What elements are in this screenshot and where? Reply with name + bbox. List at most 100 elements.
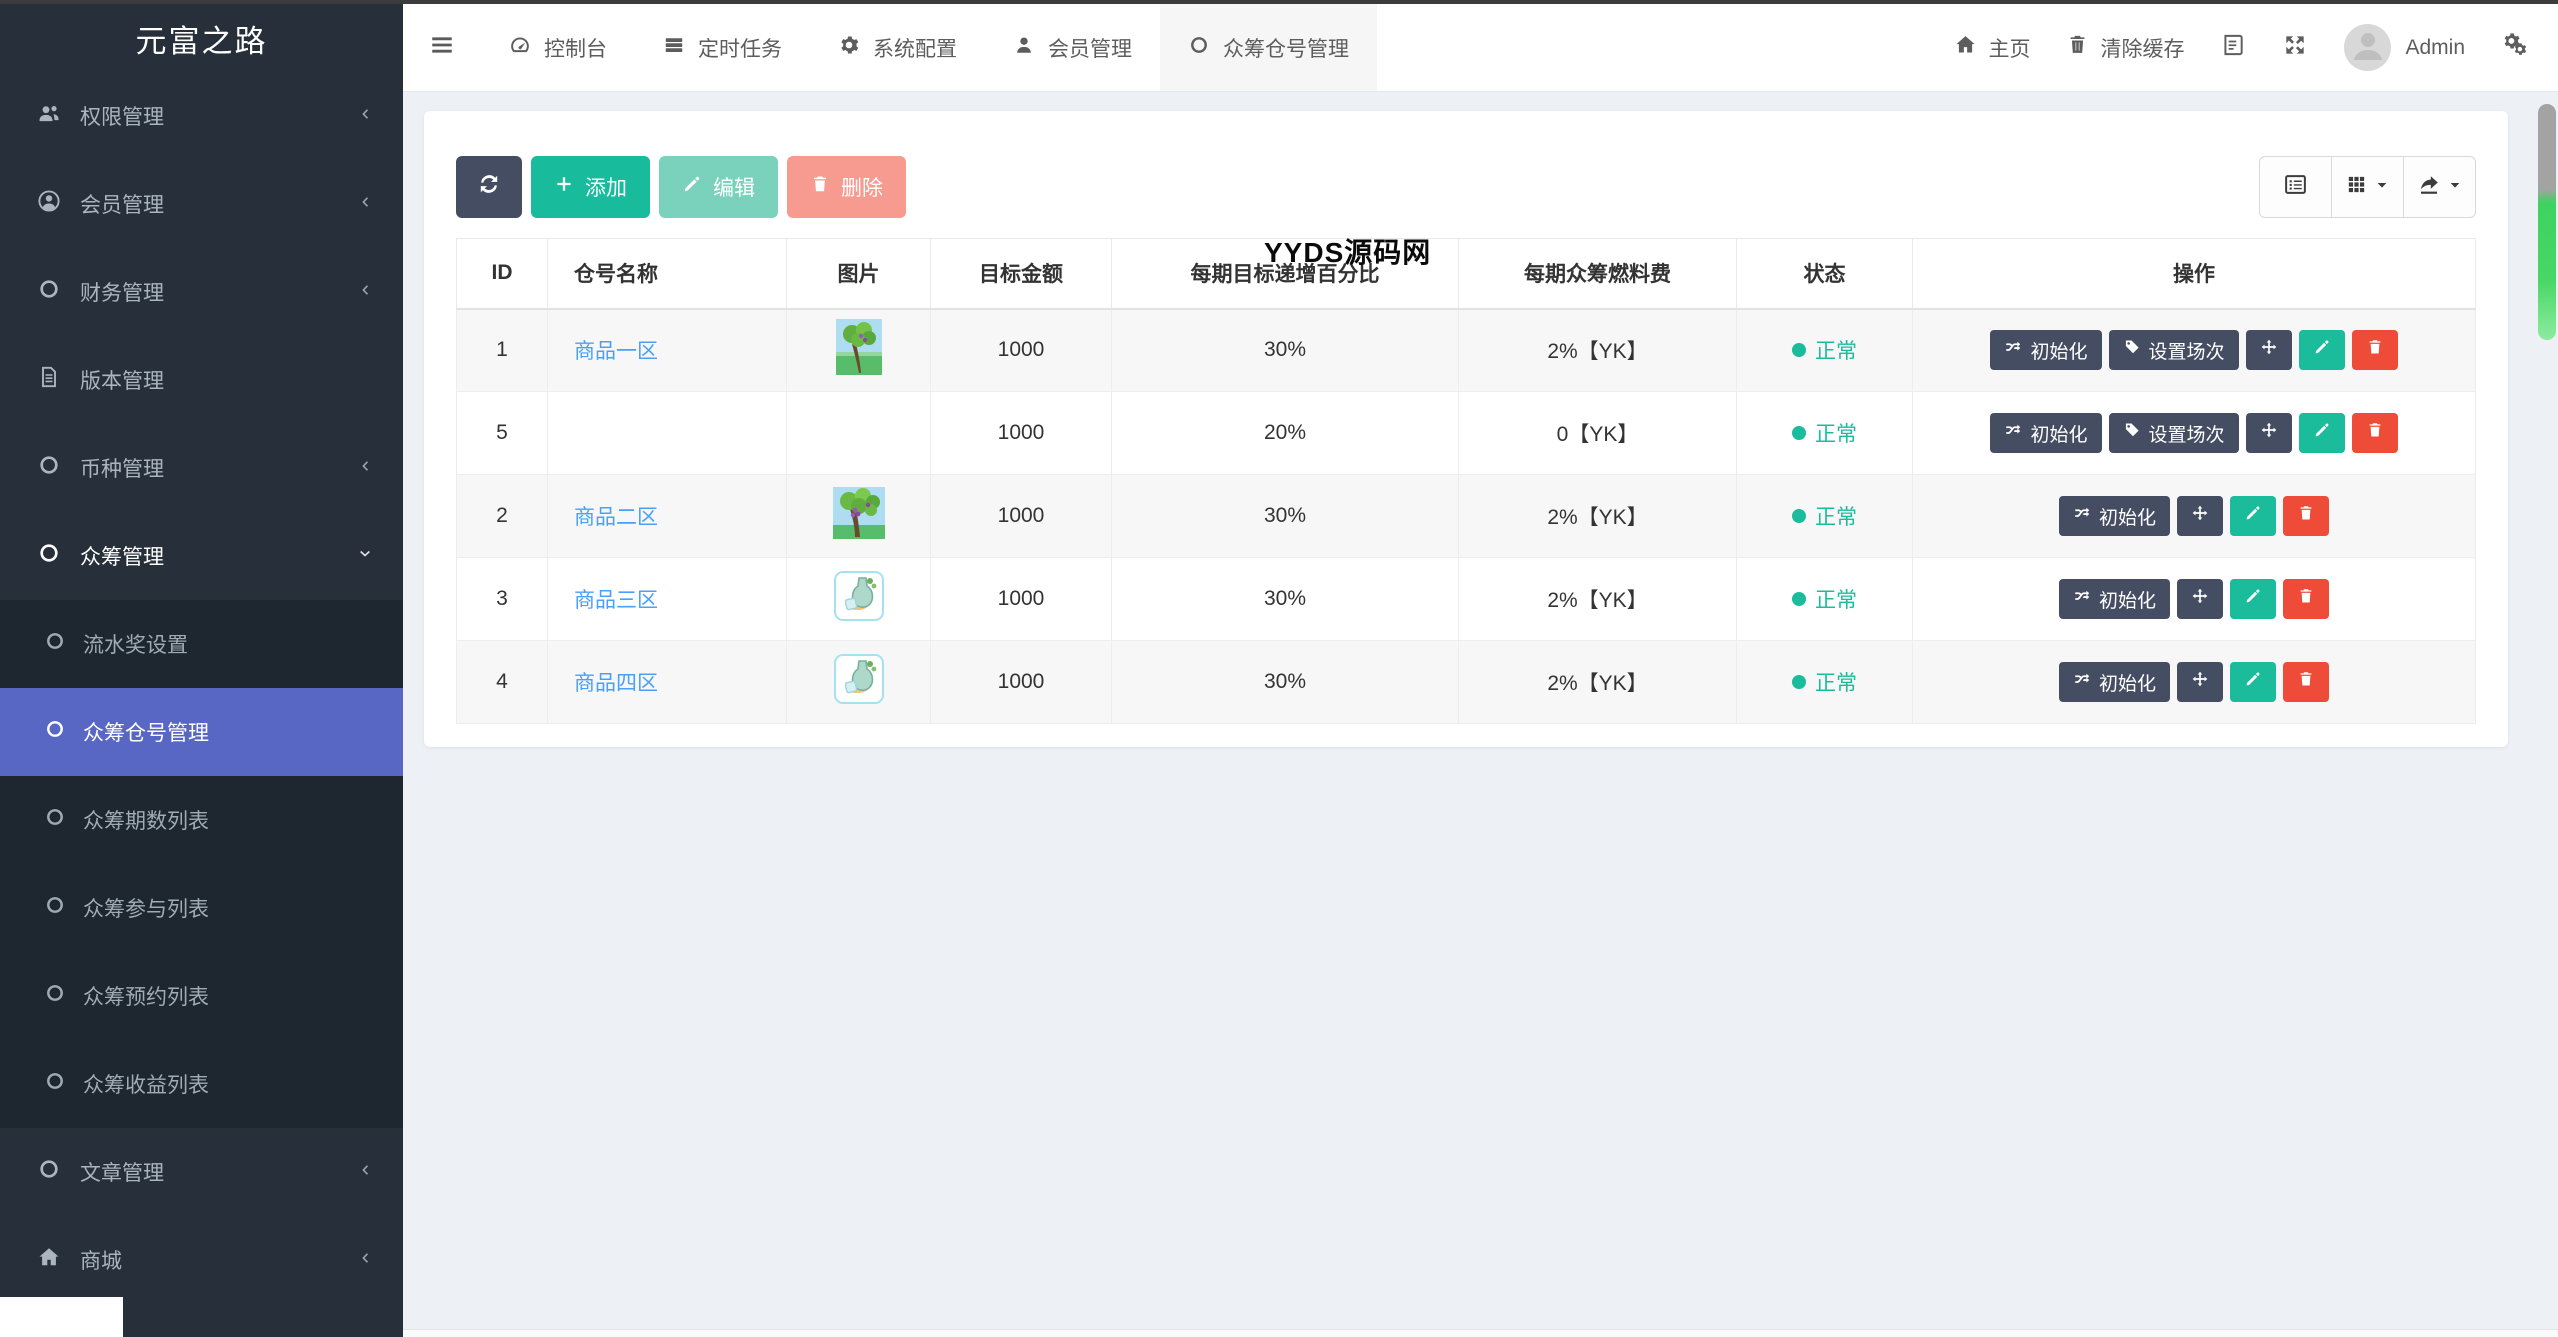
move-icon <box>2191 670 2209 694</box>
edit-row-button[interactable] <box>2298 413 2345 453</box>
list-icon <box>2283 172 2308 202</box>
delete-row-button[interactable] <box>2351 330 2398 371</box>
nav-tab-0[interactable]: 控制台 <box>481 4 635 91</box>
pencil-icon <box>2244 504 2262 528</box>
watermark-text: YYDS源码网 <box>1264 237 1432 268</box>
statusbar-tooltip-box <box>0 1297 123 1337</box>
init-row-button[interactable]: 初始化 <box>1990 413 2102 453</box>
init-row-button[interactable]: 初始化 <box>2058 662 2170 702</box>
sidebar-subitem-0[interactable]: 流水奖设置 <box>0 600 403 688</box>
dashboard-icon <box>509 34 531 62</box>
vertical-scrollbar-thumb[interactable] <box>2538 104 2556 340</box>
navbar-right: 主页 清除缓存 Admin <box>1954 4 2558 91</box>
sidebar-subitem-5[interactable]: 众筹收益列表 <box>0 1040 403 1128</box>
horizontal-scrollbar[interactable] <box>403 1329 2558 1337</box>
delete-row-button[interactable] <box>2283 496 2329 536</box>
move-icon <box>2260 421 2278 445</box>
sidebar-item-1[interactable]: 会员管理 <box>0 160 403 248</box>
init-row-button[interactable]: 初始化 <box>2058 496 2170 536</box>
main-content: 添加 编辑 删除 YYDS源码网 ID 仓号名称 图片 目标金额 每期目标递增百分比 每期… <box>403 92 2558 1337</box>
warehouse-name-link[interactable]: 商品二区 <box>574 506 658 529</box>
chevron-left-icon <box>357 1160 373 1184</box>
warehouse-name-link[interactable]: 商品四区 <box>574 672 658 695</box>
circle-icon <box>37 277 61 307</box>
cell-actions: 初始化 <box>1912 474 2476 558</box>
column-header-0: ID <box>456 238 548 310</box>
circle-icon <box>44 982 66 1010</box>
status-dot-icon <box>1792 426 1806 440</box>
delete-row-button[interactable] <box>2351 413 2398 453</box>
detail-view-button[interactable] <box>2259 156 2332 218</box>
refresh-button[interactable] <box>456 156 522 218</box>
nav-tab-1[interactable]: 定时任务 <box>635 4 810 91</box>
init-row-button[interactable]: 初始化 <box>2058 579 2170 619</box>
language-button[interactable] <box>2220 32 2246 64</box>
sidebar-item-label: 文章管理 <box>80 1162 164 1185</box>
cell-amount: 1000 <box>930 640 1112 724</box>
move-row-button[interactable] <box>2177 496 2223 536</box>
sidebar-subitem-3[interactable]: 众筹参与列表 <box>0 864 403 952</box>
sidebar-item-label: 币种管理 <box>80 458 164 481</box>
cell-id: 3 <box>456 557 548 641</box>
status-label: 正常 <box>1815 423 1857 446</box>
sidebar-toggle-button[interactable] <box>403 4 481 91</box>
sidebar-item-5[interactable]: 众筹管理 <box>0 512 403 600</box>
delete-button[interactable]: 删除 <box>787 156 906 218</box>
sidebar-item-2[interactable]: 财务管理 <box>0 248 403 336</box>
sidebar-item-4[interactable]: 币种管理 <box>0 424 403 512</box>
cell-actions: 初始化 设置场次 <box>1912 308 2476 392</box>
table-row: 4 商品四区 1000 30% 2%【YK】 正常 初始化 <box>456 640 2476 724</box>
sidebar-subitem-4[interactable]: 众筹预约列表 <box>0 952 403 1040</box>
edit-row-button[interactable] <box>2230 496 2276 536</box>
cell-name <box>547 391 787 475</box>
delete-row-button[interactable] <box>2283 579 2329 619</box>
move-row-button[interactable] <box>2245 413 2292 453</box>
edit-row-button[interactable] <box>2230 579 2276 619</box>
sidebar-item-6[interactable]: 文章管理 <box>0 1128 403 1216</box>
file-icon <box>37 365 61 395</box>
cell-image <box>786 308 931 392</box>
export-button[interactable] <box>2403 156 2476 218</box>
move-row-button[interactable] <box>2177 662 2223 702</box>
edit-row-button[interactable] <box>2230 662 2276 702</box>
add-button[interactable]: 添加 <box>531 156 650 218</box>
session-row-button[interactable]: 设置场次 <box>2108 330 2239 371</box>
sidebar-subitem-2[interactable]: 众筹期数列表 <box>0 776 403 864</box>
tree-grape-thumbnail <box>832 487 885 545</box>
circle-icon <box>1188 34 1210 62</box>
init-row-button[interactable]: 初始化 <box>1990 330 2102 371</box>
warehouse-name-link[interactable]: 商品一区 <box>574 340 658 364</box>
move-row-button[interactable] <box>2177 579 2223 619</box>
cell-status: 正常 <box>1736 308 1913 392</box>
edit-button[interactable]: 编辑 <box>659 156 778 218</box>
clear-cache-link[interactable]: 清除缓存 <box>2066 33 2184 63</box>
nav-tab-3[interactable]: 会员管理 <box>985 4 1160 91</box>
sidebar-item-0[interactable]: 权限管理 <box>0 72 403 160</box>
cell-fuel: 2%【YK】 <box>1458 640 1737 724</box>
sidebar-subitem-1[interactable]: 众筹仓号管理 <box>0 688 403 776</box>
nav-tab-2[interactable]: 系统配置 <box>810 4 985 91</box>
column-header-6: 状态 <box>1736 238 1913 310</box>
columns-button[interactable] <box>2331 156 2404 218</box>
warehouse-name-link[interactable]: 商品三区 <box>574 589 658 612</box>
sidebar-menu: 权限管理 会员管理 财务管理 版本管理币种管理众筹管理 流水奖设置 众筹仓号管理 众筹期数列… <box>0 72 403 1304</box>
user-menu[interactable]: Admin <box>2344 24 2465 71</box>
home-link[interactable]: 主页 <box>1954 33 2030 63</box>
status-badge: 正常 <box>1792 667 1857 697</box>
edit-row-button[interactable] <box>2298 330 2345 371</box>
tree-portrait-thumbnail <box>835 319 882 381</box>
settings-button[interactable] <box>2501 31 2528 64</box>
sidebar: 元富之路 权限管理 会员管理 财务管理 版本管理 币种管理 众筹管理 流水奖设置 众筹仓号管理… <box>0 4 403 1337</box>
nav-tab-label: 众筹仓号管理 <box>1223 37 1349 61</box>
shuffle-icon <box>2073 587 2091 611</box>
move-row-button[interactable] <box>2245 330 2292 371</box>
session-row-button[interactable]: 设置场次 <box>2108 413 2239 453</box>
sidebar-item-3[interactable]: 版本管理 <box>0 336 403 424</box>
cell-actions: 初始化 <box>1912 640 2476 724</box>
view-options-group <box>2259 156 2476 218</box>
delete-row-button[interactable] <box>2283 662 2329 702</box>
init-row-button-label: 初始化 <box>2030 424 2088 446</box>
fullscreen-button[interactable] <box>2282 32 2308 64</box>
nav-tab-4[interactable]: 众筹仓号管理 <box>1160 4 1377 91</box>
sidebar-item-7[interactable]: 商城 <box>0 1216 403 1304</box>
